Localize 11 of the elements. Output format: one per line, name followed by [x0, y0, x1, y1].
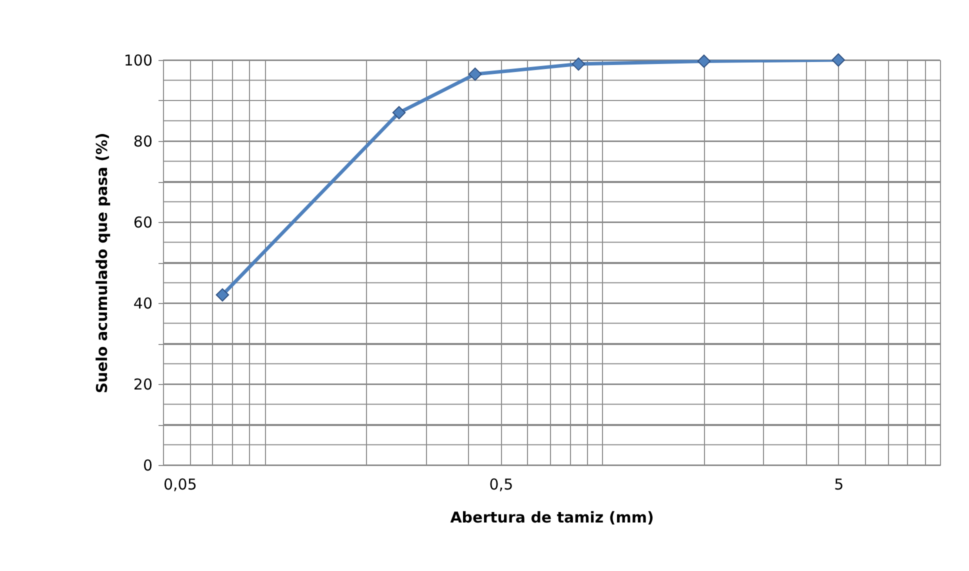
- y-tick-label: 60: [133, 214, 152, 232]
- y-tick-label: 0: [142, 456, 152, 474]
- x-tick-label: 0,5: [489, 476, 514, 494]
- y-axis-title: Suelo acumulado que pasa (%): [92, 132, 111, 394]
- x-tick-label: 0,05: [164, 476, 197, 494]
- x-axis-title: Abertura de tamiz (mm): [450, 508, 654, 526]
- y-tick-label: 80: [133, 132, 152, 150]
- y-tick-label: 100: [124, 52, 152, 70]
- x-tick-label: 5: [834, 476, 844, 494]
- y-tick-label: 20: [133, 376, 152, 394]
- y-tick-label: 40: [133, 294, 152, 312]
